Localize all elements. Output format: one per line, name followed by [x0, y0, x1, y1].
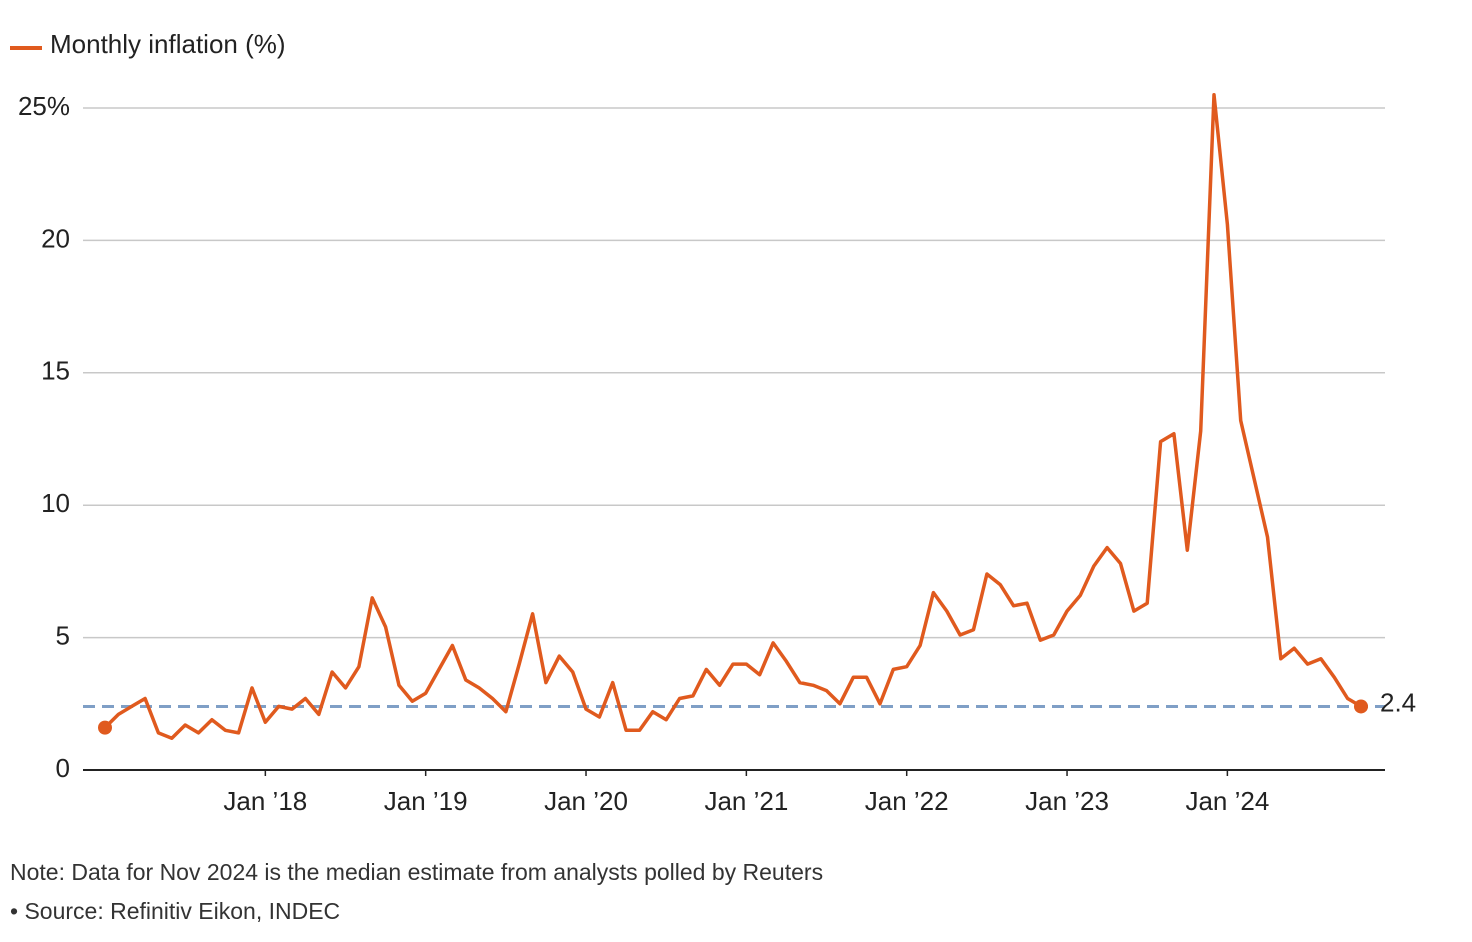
y-tick-label: 10: [41, 488, 70, 518]
x-tick-label: Jan ’18: [223, 786, 307, 816]
y-tick-label: 0: [56, 753, 70, 783]
y-tick-label: 25%: [18, 91, 70, 121]
legend-label: Monthly inflation (%): [50, 29, 286, 59]
y-tick-label: 5: [56, 620, 70, 650]
reference-label: 2.4: [1380, 687, 1416, 717]
source: • Source: Refinitiv Eikon, INDEC: [10, 898, 340, 924]
note: Note: Data for Nov 2024 is the median es…: [10, 859, 823, 885]
x-tick-label: Jan ’24: [1185, 786, 1269, 816]
x-tick-label: Jan ’23: [1025, 786, 1109, 816]
y-tick-label: 15: [41, 356, 70, 386]
x-tick-label: Jan ’22: [865, 786, 949, 816]
data-line: [103, 93, 1362, 740]
end-point: [1354, 699, 1368, 714]
x-tick-label: Jan ’20: [544, 786, 628, 816]
x-tick-label: Jan ’21: [704, 786, 788, 816]
y-tick-label: 20: [41, 223, 70, 253]
end-point: [98, 720, 112, 735]
x-tick-label: Jan ’19: [384, 786, 468, 816]
